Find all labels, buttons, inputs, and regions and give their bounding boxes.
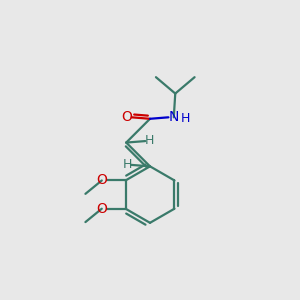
Text: H: H	[122, 158, 132, 171]
Text: H: H	[144, 134, 154, 147]
Text: N: N	[169, 110, 179, 124]
Text: O: O	[121, 110, 132, 124]
Text: O: O	[96, 173, 107, 188]
Text: H: H	[180, 112, 190, 125]
Text: O: O	[96, 202, 107, 216]
